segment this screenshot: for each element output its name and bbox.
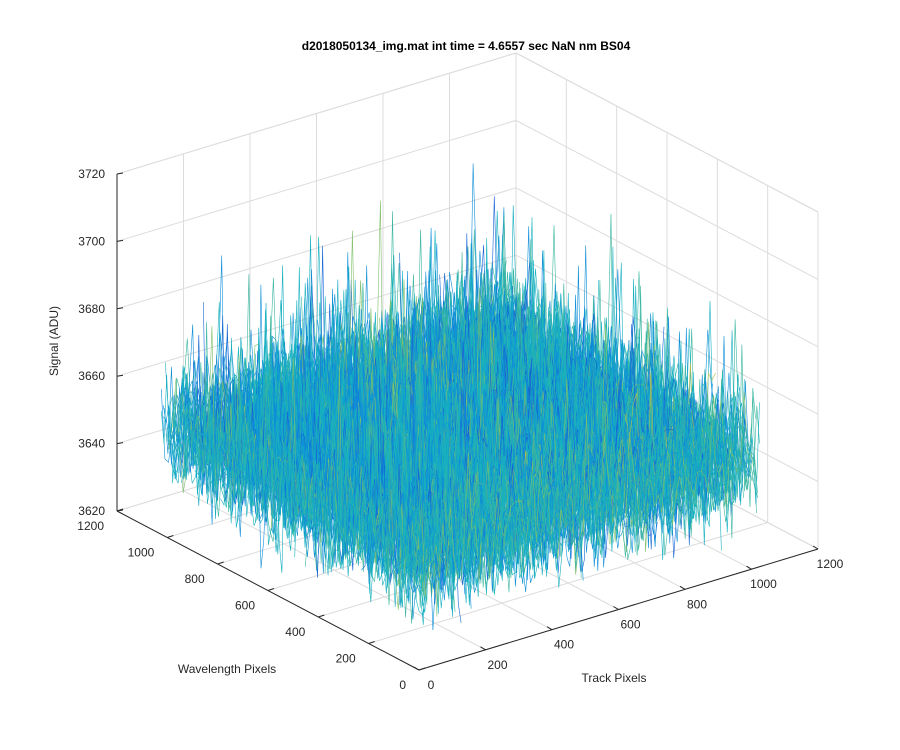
z-tick	[116, 239, 124, 242]
z-tick	[116, 172, 124, 175]
y-tick-label: 0	[399, 678, 406, 692]
y-tick-label: 400	[285, 625, 305, 639]
y-tick	[418, 667, 426, 671]
y-tick	[267, 588, 275, 591]
x-tick-label: 1000	[750, 577, 777, 591]
y-tick	[116, 508, 124, 512]
y-tick	[318, 614, 325, 618]
z-tick-label: 3680	[78, 302, 105, 316]
z-tick-label: 3640	[78, 437, 105, 451]
y-tick-label: 200	[336, 652, 356, 666]
x-axis-label: Track Pixels	[582, 671, 647, 685]
z-tick	[116, 442, 124, 445]
z-tick-label: 3720	[78, 167, 105, 181]
floor-grid-line	[368, 522, 768, 644]
surface-data	[161, 163, 760, 631]
x-tick	[812, 545, 819, 550]
surface-line	[163, 352, 422, 620]
y-tick	[167, 535, 174, 538]
x-tick-label: 800	[687, 597, 707, 611]
z-tick-label: 3620	[78, 504, 105, 518]
surface-line	[418, 373, 760, 607]
surface-line	[406, 396, 748, 613]
z-axis-label: Signal (ADU)	[47, 306, 61, 376]
chart-title: d2018050134_img.mat int time = 4.6557 se…	[302, 39, 631, 53]
x-tick-label: 1200	[817, 557, 844, 571]
back-wall-grid-line	[116, 119, 517, 242]
box-edge	[515, 52, 819, 213]
z-tick-label: 3660	[78, 369, 105, 383]
surface-line	[417, 394, 759, 585]
axes	[116, 172, 819, 671]
z-tick-label: 3700	[78, 234, 105, 248]
x-tick-label: 200	[487, 658, 507, 672]
surface-line	[379, 361, 721, 570]
y-tick-label: 800	[185, 572, 205, 586]
y-tick-label: 1200	[77, 519, 104, 533]
y-tick-label: 1000	[128, 546, 155, 560]
surface-line	[161, 365, 420, 594]
surface-line	[415, 396, 757, 607]
box-edge	[116, 52, 517, 175]
x-tick	[546, 626, 553, 631]
side-wall-grid-line	[515, 187, 819, 348]
y-axis-label: Wavelength Pixels	[178, 662, 276, 676]
x-tick-label: 400	[554, 638, 574, 652]
x-tick	[480, 646, 486, 651]
x-tick-label: 0	[428, 678, 435, 692]
side-wall-grid-line	[515, 119, 819, 280]
labels: d2018050134_img.mat int time = 4.6557 se…	[47, 39, 844, 692]
x-tick	[413, 666, 420, 671]
z-tick	[116, 307, 124, 310]
z-tick	[116, 374, 124, 377]
x-tick	[679, 585, 686, 590]
back-wall-grid-line	[116, 187, 517, 310]
x-tick-label: 600	[620, 618, 640, 632]
surface-line	[165, 362, 424, 589]
x-tick	[613, 606, 619, 610]
x-tick	[746, 565, 752, 570]
y-tick	[217, 561, 224, 565]
y-tick	[368, 641, 375, 644]
y-tick-label: 600	[235, 599, 255, 613]
